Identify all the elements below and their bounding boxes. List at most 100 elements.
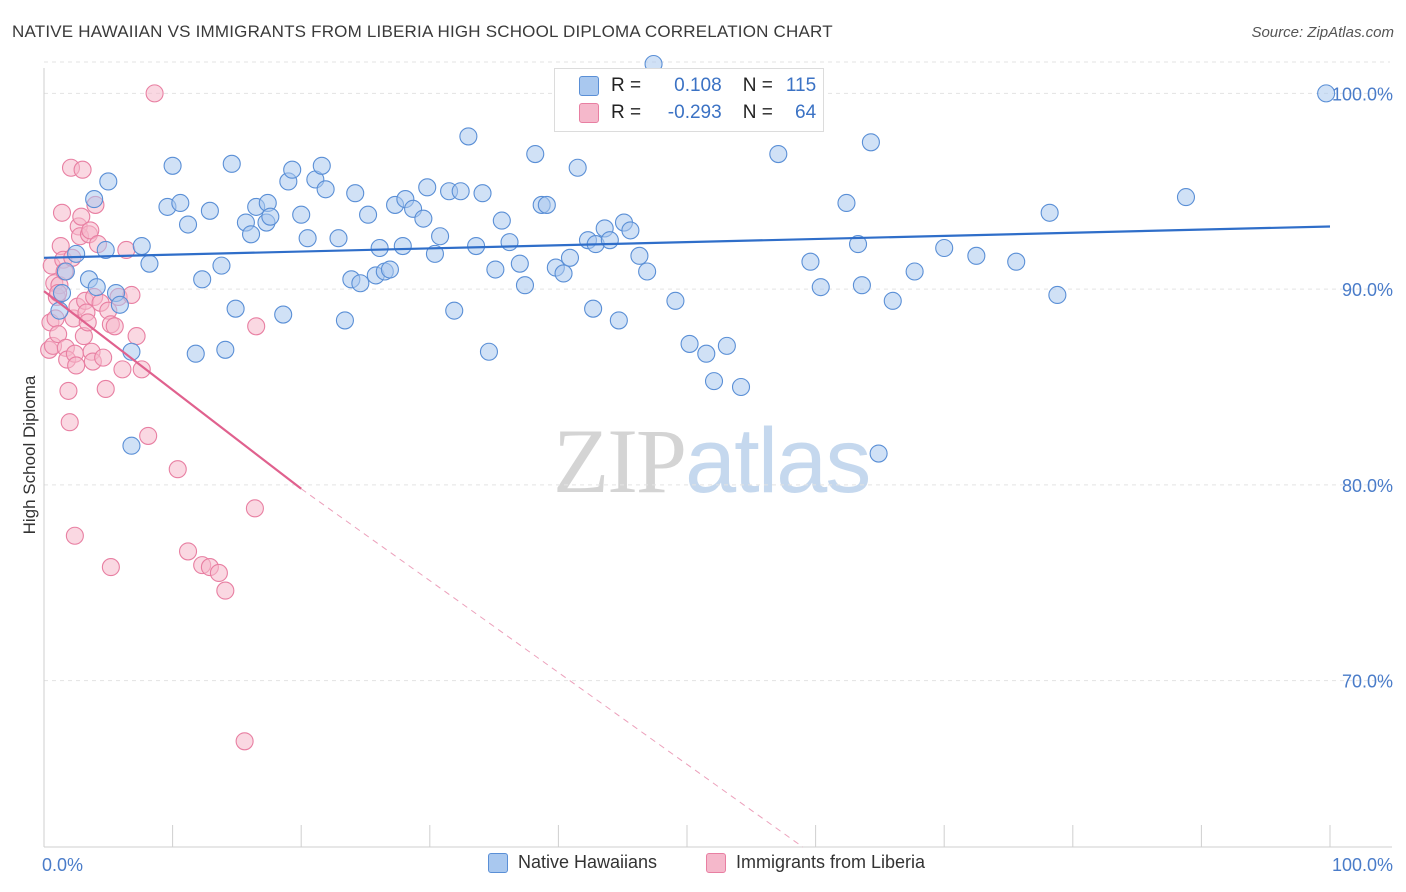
native-hawaiian-point [600, 231, 619, 250]
native-hawaiian-point [67, 244, 86, 263]
liberia-immigrant-point [105, 317, 124, 336]
native-hawaiian-point [312, 156, 331, 175]
legend-n-value: 64 [795, 102, 817, 123]
native-hawaiian-point [171, 193, 190, 213]
native-hawaiian-point [186, 344, 205, 363]
liberia-immigrant-point [72, 207, 91, 226]
liberia-immigrant-point [81, 221, 100, 240]
legend-swatch-pink [579, 103, 599, 123]
native-hawaiian-point [801, 252, 820, 271]
legend-n-label: N = [742, 102, 773, 123]
native-hawaiian-point [274, 305, 293, 324]
liberia-immigrant-point [245, 499, 264, 518]
native-hawaiian-point [1176, 188, 1196, 207]
native-hawaiian-point [425, 244, 444, 263]
series-legend: Native Hawaiians Immigrants from Liberia [0, 852, 1406, 878]
zipatlas-watermark: ZIPatlas [553, 408, 871, 514]
native-hawaiian-point [500, 233, 519, 252]
native-hawaiian-point [99, 172, 118, 191]
native-hawaiian-point [241, 225, 261, 244]
native-hawaiian-point [178, 215, 198, 234]
native-hawaiian-point [717, 336, 736, 355]
native-hawaiian-point [638, 262, 657, 281]
tick-labels: 70.0% 80.0% 90.0% 100.0% 0.0% 100.0% [42, 84, 1393, 875]
liberia-immigrant-point [59, 381, 78, 400]
legend-swatch-native-hawaiians [488, 852, 508, 873]
native-hawaiian-point [52, 283, 72, 303]
stats-legend: R = 0.108 N = 115 R = -0.293 N = 64 [554, 68, 824, 132]
native-hawaiian-point [451, 182, 470, 201]
native-hawaiian-point [380, 260, 399, 279]
native-hawaiian-point [226, 299, 245, 318]
watermark-zip: ZIP [553, 410, 687, 512]
liberia-immigrant-point [96, 379, 115, 398]
y-tick-label: 70.0% [1342, 672, 1393, 692]
native-hawaiian-point [351, 274, 370, 293]
source-credit: Source: ZipAtlas.com [1251, 24, 1394, 41]
liberia-immigrant-point [168, 460, 187, 479]
native-hawaiian-point [1317, 84, 1336, 103]
liberia-immigrant-point [101, 558, 120, 577]
legend-row-immigrants-from-liberia: R = -0.293 N = 64 [579, 101, 816, 125]
y-tick-label: 90.0% [1342, 280, 1393, 300]
native-hawaiian-point [1048, 285, 1067, 305]
native-hawaiian-point [473, 184, 492, 203]
native-hawaiian-point [621, 221, 640, 240]
native-hawaiian-point [479, 342, 499, 361]
native-hawaiian-point [1040, 203, 1059, 222]
native-hawaiian-point [1007, 252, 1026, 271]
native-hawaiian-point [630, 246, 649, 265]
legend-r-value: 0.108 [674, 75, 722, 96]
native-hawaiian-point [140, 254, 159, 273]
liberia-immigrant-point [209, 563, 228, 583]
native-hawaiian-point [212, 256, 231, 275]
series-native-hawaiians-points [50, 54, 1336, 463]
liberia-immigrant-point [145, 84, 164, 103]
y-tick-label: 80.0% [1342, 476, 1393, 496]
liberia-trend-line [43, 290, 302, 490]
native-hawaiian-point [414, 209, 433, 228]
liberia-immigrant-point [67, 356, 86, 375]
liberia-immigrant-point [65, 526, 84, 545]
native-hawaiian-point [431, 227, 450, 246]
legend-n-value: 115 [785, 75, 817, 96]
native-hawaiian-point [335, 311, 354, 330]
native-hawaiian-point [359, 205, 378, 224]
native-hawaiian-point [554, 264, 573, 283]
native-hawaiian-point [87, 278, 106, 297]
native-hawaiian-point [56, 262, 75, 281]
native-hawaiian-point [731, 377, 751, 397]
x-tick-label-max: 100.0% [1332, 855, 1393, 875]
native-hawaiian-point [848, 235, 868, 254]
native-hawaiian-point [193, 270, 212, 289]
liberia-immigrant-point [94, 348, 113, 367]
native-hawaiian-point [492, 211, 511, 230]
native-hawaiian-point [510, 254, 529, 273]
native-hawaiian-point [680, 334, 699, 353]
native-hawaiian-point [769, 144, 788, 164]
legend-swatch-blue [579, 76, 599, 96]
native-hawaiian-point [163, 156, 182, 175]
native-hawaiian-point [837, 193, 856, 213]
native-hawaiian-point [96, 240, 115, 260]
native-hawaiian-point [222, 154, 241, 173]
native-hawaiian-point [122, 436, 141, 455]
grid-lines [44, 61, 1390, 682]
native-hawaiian-point [515, 276, 535, 295]
native-hawaiian-point [697, 344, 716, 363]
liberia-immigrant-point [127, 327, 146, 346]
legend-item-immigrants-from-liberia: Immigrants from Liberia [706, 852, 925, 873]
native-hawaiian-point [292, 205, 311, 224]
native-hawaiian-point [526, 144, 545, 164]
native-hawaiian-point [568, 158, 587, 177]
liberia-immigrant-point [247, 317, 266, 336]
native-hawaiian-point [418, 178, 437, 197]
native-hawaiian-point [298, 229, 317, 248]
native-hawaiian-point [905, 262, 924, 281]
native-hawaiian-point [216, 340, 235, 359]
legend-item-native-hawaiians: Native Hawaiians [488, 852, 657, 873]
trend-lines [43, 225, 1331, 848]
native-hawaiian-point [283, 160, 302, 179]
native-hawaiian-point [560, 248, 580, 267]
